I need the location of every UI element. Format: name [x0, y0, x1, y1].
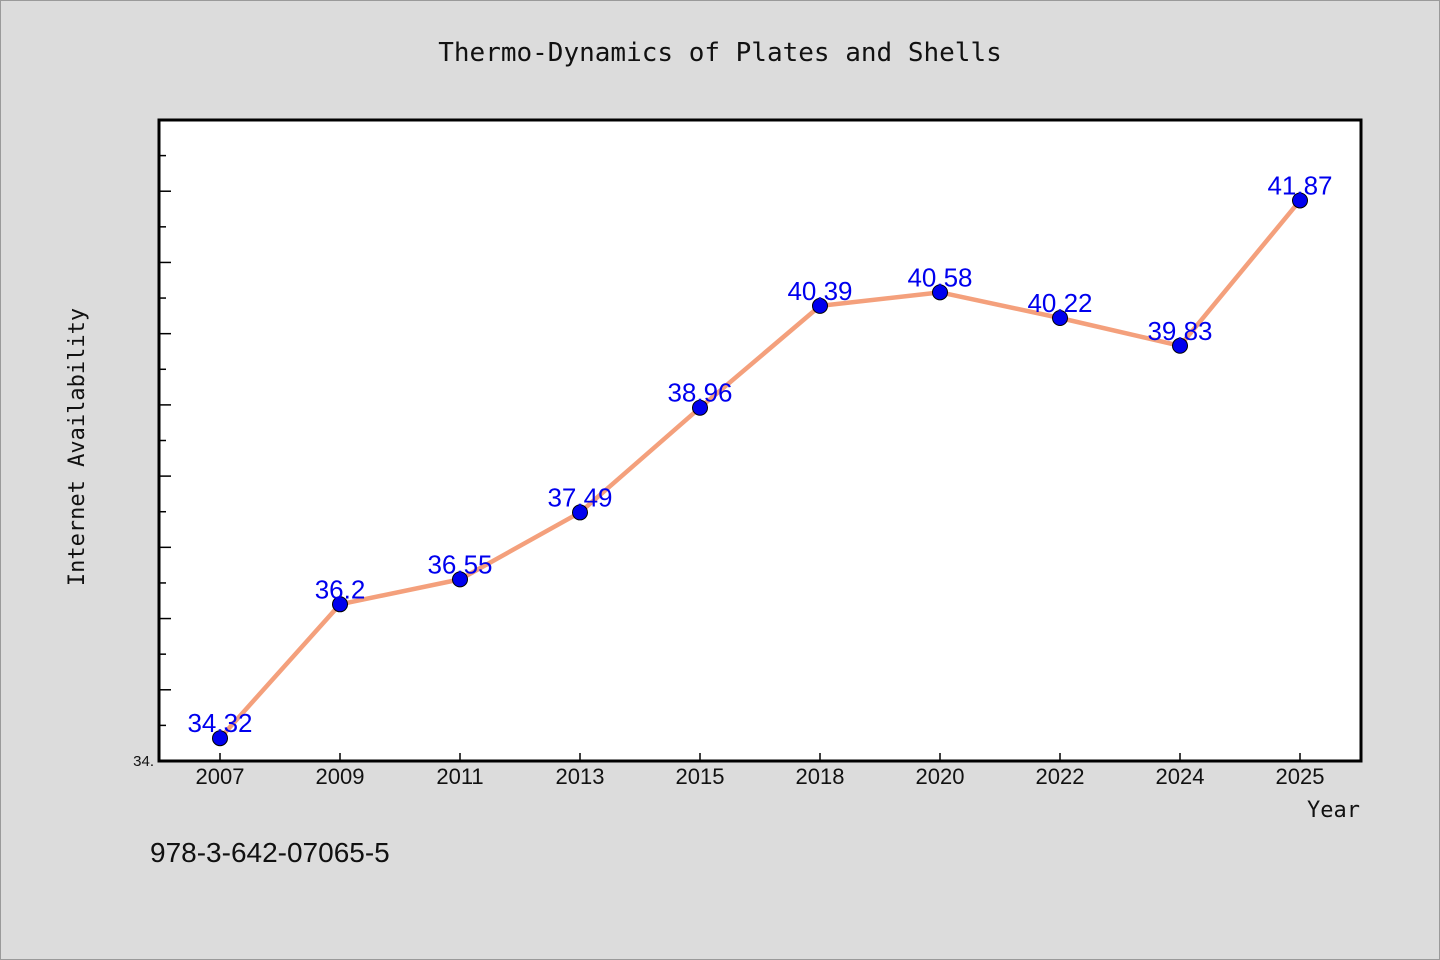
x-tick-label: 2024	[1156, 764, 1205, 789]
data-label-2013: 37.49	[547, 482, 612, 512]
plot-area	[157, 118, 1363, 763]
data-label-2011: 36.55	[427, 549, 492, 579]
data-point-2011	[452, 571, 468, 588]
data-label-2009: 36.2	[315, 574, 366, 604]
footer-isbn: 978-3-642-07065-5	[150, 837, 390, 868]
x-axis-label: Year	[1307, 798, 1360, 823]
data-label-2015: 38.96	[667, 378, 732, 408]
data-point-2020	[932, 284, 948, 301]
series-polyline	[217, 198, 1303, 741]
data-label-2025: 41.87	[1267, 170, 1332, 200]
data-label-2007: 34.32	[187, 708, 252, 738]
data-point-2013	[572, 504, 588, 521]
x-tick-label: 2009	[316, 764, 365, 789]
x-tick-label: 2018	[796, 764, 845, 789]
x-tick-label: 2011	[436, 764, 483, 789]
data-point-2009	[332, 596, 348, 613]
data-point-2015	[692, 399, 708, 416]
x-tick-label: 2007	[196, 764, 245, 789]
data-point-2022	[1052, 309, 1068, 326]
series-line	[217, 198, 1303, 741]
x-axis-ticks: 2007 2009 2011 2013 2015 2018 2020 2022 2024 2025	[196, 753, 1325, 789]
x-tick-label: 2013	[556, 764, 605, 789]
y-axis-ticks	[159, 119, 171, 762]
x-tick-label: 2025	[1276, 764, 1325, 789]
data-point-2024	[1172, 337, 1188, 354]
data-label-2022: 40.22	[1027, 288, 1092, 318]
data-point-2018	[812, 297, 828, 314]
data-label-2020: 40.58	[907, 262, 972, 292]
y-axis-label: Internet Availability	[65, 308, 90, 586]
data-point-2025	[1292, 192, 1308, 209]
x-tick-label: 2022	[1036, 764, 1085, 789]
x-tick-label: 2020	[916, 764, 965, 789]
data-label-2024: 39.83	[1147, 316, 1212, 346]
data-label-2018: 40.39	[787, 276, 852, 306]
y-tick-label: 34.	[133, 753, 154, 770]
x-tick-label: 2015	[676, 764, 725, 789]
chart-title: Thermo-Dynamics of Plates and Shells	[438, 38, 1002, 68]
series-markers	[212, 192, 1308, 747]
data-point-2007	[212, 730, 228, 747]
data-labels: 34.32 36.2 36.55 37.49 38.96 40.39 40.58 40.22 3…	[187, 170, 1332, 738]
